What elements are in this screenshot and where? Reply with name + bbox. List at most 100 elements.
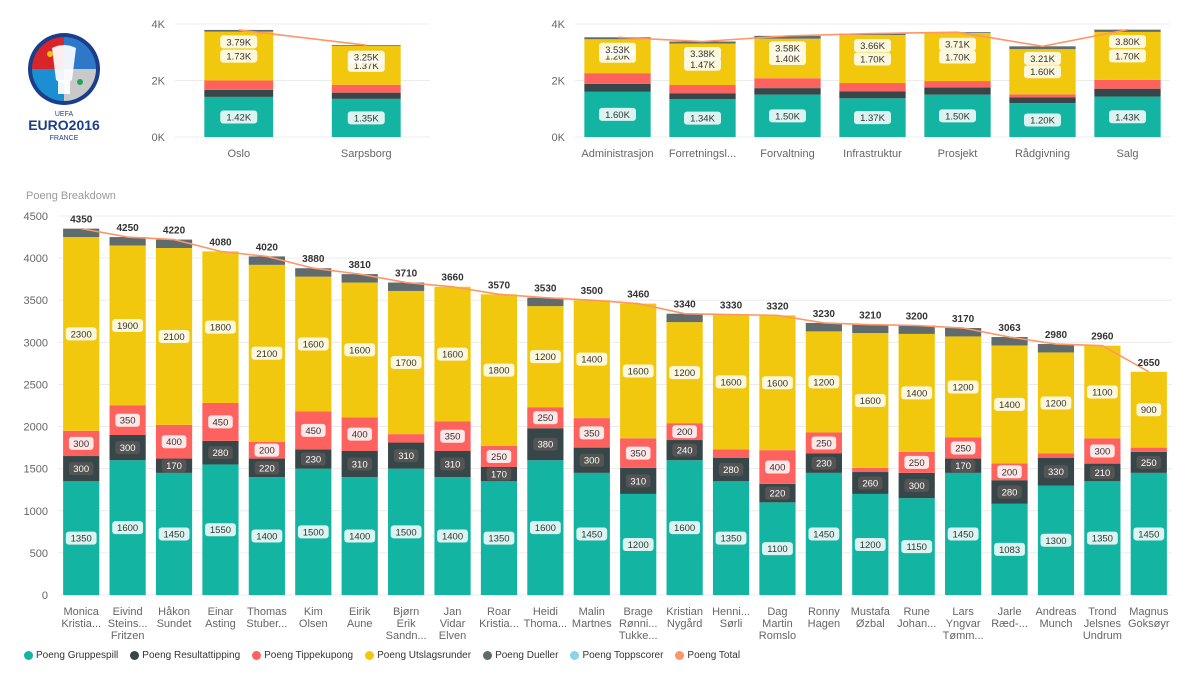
data-label: 1600 [535, 523, 556, 534]
data-label: 1.37K [860, 113, 885, 124]
bar-segment [669, 85, 736, 94]
data-label: 230 [305, 454, 321, 465]
data-label: 170 [955, 461, 971, 472]
legend-label: Poeng Gruppespill [36, 650, 119, 661]
data-label: 1300 [1045, 536, 1066, 547]
data-label-bg [440, 429, 465, 443]
data-label: 1.60K [1030, 67, 1055, 78]
data-label-bg [857, 476, 883, 490]
data-label-bg [344, 343, 376, 357]
total-label: 2960 [1091, 332, 1114, 343]
data-label: 1450 [1138, 529, 1159, 540]
data-label-bg [715, 531, 747, 545]
x-category-label: Andreas [1035, 606, 1076, 618]
data-label: 1.50K [775, 111, 800, 122]
data-label-bg [158, 527, 190, 541]
data-label-bg [669, 366, 701, 380]
x-category-label: Rune [904, 606, 930, 618]
data-label: 350 [584, 428, 600, 439]
data-label-bg [672, 443, 697, 457]
data-label: 1600 [767, 378, 788, 389]
legend-item[interactable]: Poeng Gruppespill [24, 650, 118, 661]
total-label: 3200 [906, 311, 929, 322]
total-label: 3660 [441, 273, 464, 284]
data-label: 380 [537, 440, 553, 451]
data-label: 1400 [442, 532, 463, 543]
x-category-label: Prosjekt [938, 148, 978, 160]
data-label: 1500 [303, 527, 324, 538]
data-label: 300 [73, 439, 89, 450]
x-category-label: Øzbal [856, 618, 885, 630]
data-label: 1400 [349, 532, 370, 543]
data-label-bg [762, 376, 793, 390]
y-tick-label: 0K [552, 132, 566, 144]
data-label: 200 [259, 446, 275, 457]
bar-segment [584, 73, 651, 84]
data-label-bg [112, 521, 144, 535]
legend-item[interactable]: Poeng Tippekupong [252, 650, 353, 661]
data-label-bg [68, 436, 94, 450]
data-label: 300 [120, 443, 136, 454]
data-label: 1600 [117, 523, 138, 534]
data-label: 1.40K [775, 54, 800, 65]
data-label: 1600 [349, 345, 370, 356]
data-label: 1400 [999, 400, 1020, 411]
x-category-label: Forretningsl... [669, 148, 736, 160]
data-label: 1400 [906, 388, 927, 399]
legend-item[interactable]: Poeng Dueller [483, 650, 558, 661]
data-label-bg [533, 411, 558, 425]
total-label: 3210 [859, 311, 882, 322]
x-category-label: Jelsnes [1084, 618, 1122, 630]
data-label: 1200 [628, 540, 649, 551]
bar-segment [204, 80, 274, 90]
legend-item[interactable]: Poeng Resultattipping [130, 650, 240, 661]
y-tick-label: 3000 [24, 337, 48, 349]
total-label: 3810 [349, 260, 372, 271]
data-label-bg [529, 521, 561, 535]
x-category-label: Henni... [712, 606, 750, 618]
data-label-bg [904, 479, 930, 493]
data-label-bg [344, 529, 376, 543]
data-label: 200 [677, 427, 693, 438]
y-tick-label: 3500 [24, 295, 48, 307]
legend-item[interactable]: Poeng Utslagsrunder [365, 650, 471, 661]
bar-segment [204, 29, 274, 32]
data-label-bg [950, 459, 976, 473]
total-label: 3.80K [1115, 37, 1140, 48]
data-label-bg [1024, 113, 1061, 127]
data-label-bg [939, 109, 976, 123]
x-category-label: Sundet [157, 618, 192, 630]
data-label-bg [811, 436, 837, 450]
y-tick-label: 2K [552, 76, 566, 88]
data-label-bg [437, 347, 468, 361]
x-category-label: Administrasjon [581, 148, 653, 160]
data-label-bg [529, 350, 561, 364]
legend-item[interactable]: Poeng Toppscorer [570, 650, 663, 661]
data-label-bg [390, 525, 422, 539]
data-label: 310 [352, 460, 368, 471]
data-label: 250 [816, 438, 832, 449]
legend-item[interactable]: Poeng Total [675, 650, 740, 661]
data-label-bg [115, 413, 140, 427]
data-label-bg [254, 461, 280, 475]
bar-segment [331, 92, 401, 99]
bar-segment [527, 297, 564, 307]
bar-segment [754, 78, 821, 89]
x-category-label: Forvaltning [760, 148, 814, 160]
x-category-label: Asting [205, 618, 236, 630]
x-category-label: Martnes [572, 618, 612, 630]
bar-segment [669, 93, 736, 100]
data-label-bg [808, 375, 840, 389]
y-tick-label: 2000 [24, 422, 48, 434]
bar-segment [898, 325, 935, 334]
x-category-label: Eivind [113, 606, 143, 618]
x-category-label: Thoma... [524, 618, 567, 630]
y-tick-label: 2K [152, 76, 166, 88]
data-label-bg [220, 49, 258, 63]
data-label: 280 [213, 448, 229, 459]
total-label-bg [684, 47, 721, 61]
data-label-bg [1136, 455, 1162, 469]
data-label: 220 [259, 463, 275, 474]
data-label: 1.60K [605, 110, 630, 121]
